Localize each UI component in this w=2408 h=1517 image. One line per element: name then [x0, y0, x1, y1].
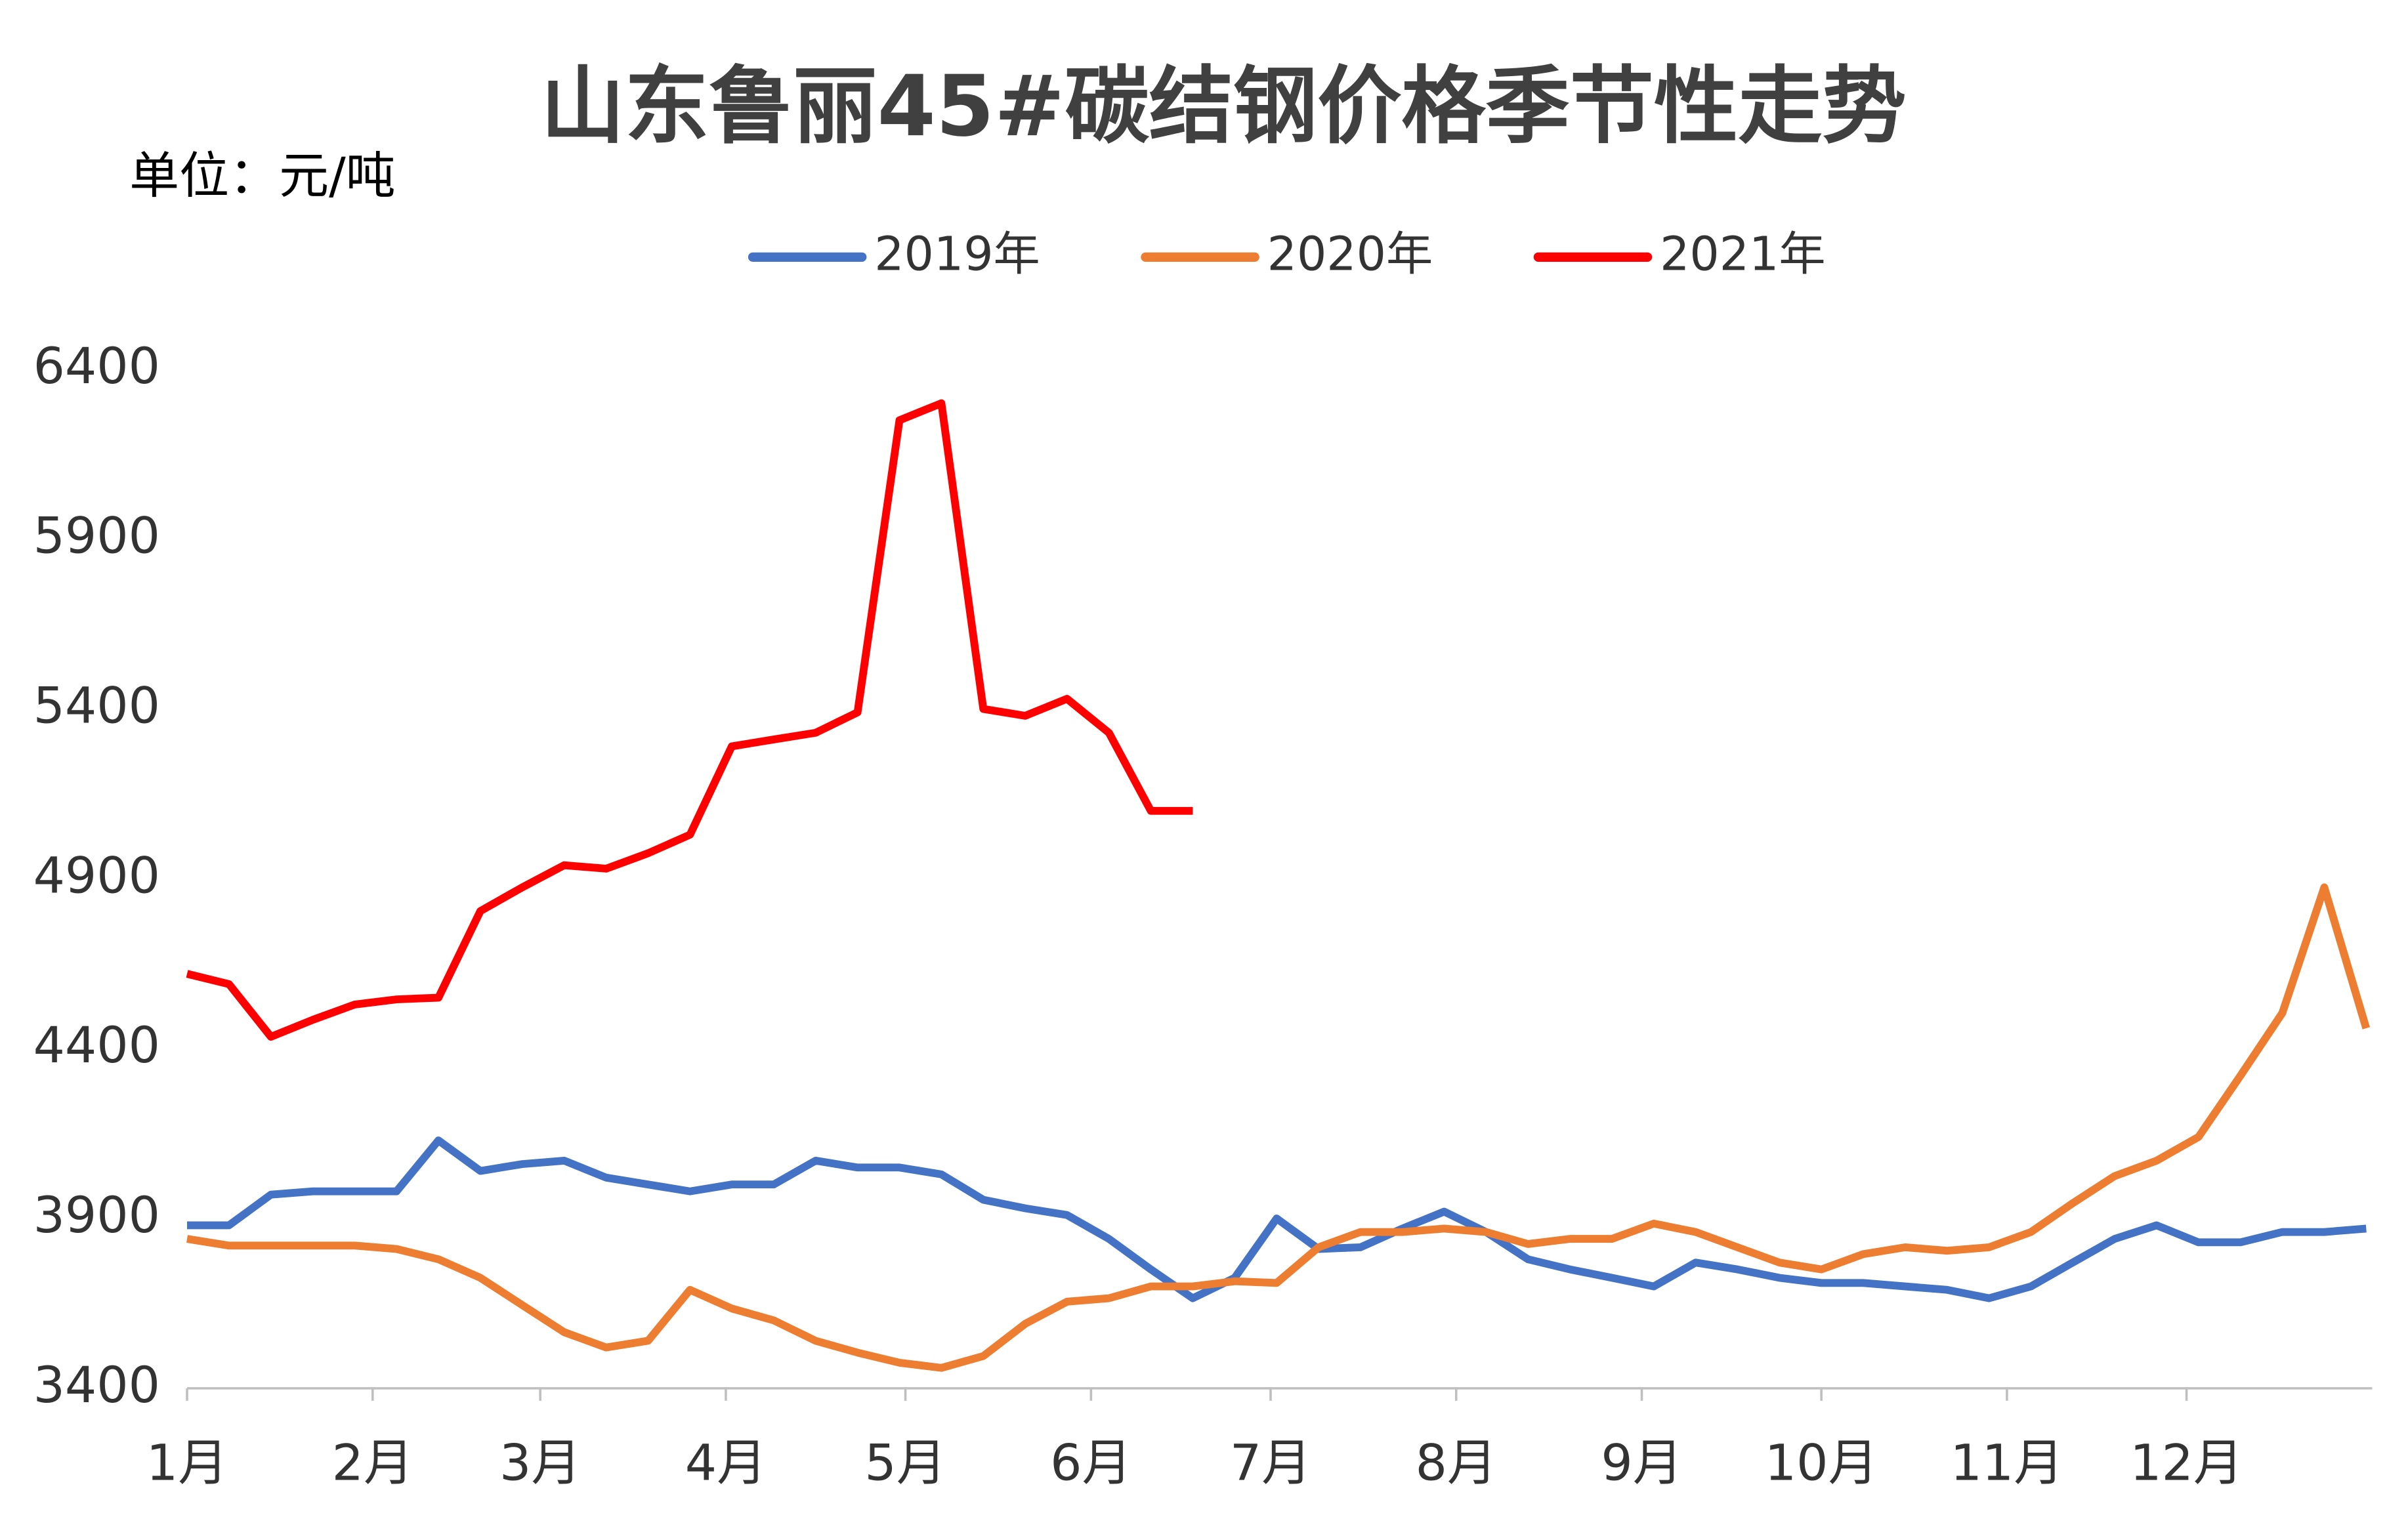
y-tick-label: 5900 [33, 507, 160, 565]
unit-label: 单位：元/吨 [129, 146, 396, 205]
x-tick-label: 3月 [499, 1434, 581, 1492]
x-tick-label: 10月 [1765, 1434, 1878, 1492]
x-tick-label: 4月 [685, 1434, 767, 1492]
x-tick-label: 5月 [864, 1434, 946, 1492]
x-tick-label: 9月 [1601, 1434, 1682, 1492]
y-tick-label: 4900 [33, 846, 160, 904]
legend-label: 2020年 [1267, 226, 1433, 281]
series-line [187, 1136, 2367, 1302]
y-tick-label: 5400 [33, 676, 160, 734]
series-line [186, 399, 1193, 1041]
legend-label: 2021年 [1660, 226, 1826, 281]
y-tick-label: 3900 [33, 1186, 160, 1244]
y-tick-label: 6400 [33, 337, 160, 395]
x-tick-label: 2月 [332, 1434, 413, 1492]
x-tick-label: 8月 [1416, 1434, 1497, 1492]
x-tick-label: 7月 [1230, 1434, 1311, 1492]
x-tick-label: 12月 [2130, 1434, 2243, 1492]
legend-label: 2019年 [874, 226, 1040, 281]
chart-title: 山东鲁丽45#碳结钢价格季节性走势 [541, 58, 1907, 156]
y-tick-label: 3400 [33, 1356, 160, 1414]
x-tick-label: 1月 [146, 1434, 228, 1492]
series-line [186, 883, 2370, 1372]
x-tick-label: 6月 [1050, 1434, 1131, 1492]
x-tick-label: 11月 [1951, 1434, 2064, 1492]
y-tick-label: 4400 [33, 1016, 160, 1074]
